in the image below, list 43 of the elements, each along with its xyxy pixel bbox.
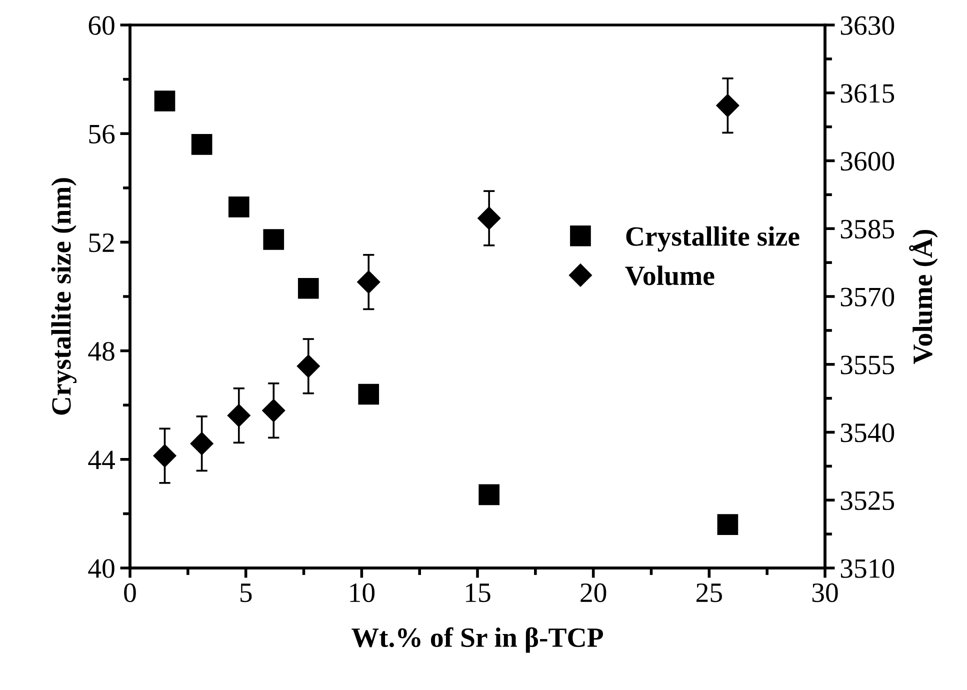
point — [478, 484, 500, 506]
y-tick-label: 52 — [89, 233, 114, 252]
x-tick-label: 0 — [124, 583, 136, 602]
point — [154, 90, 176, 112]
y-tick-label: 44 — [88, 450, 115, 470]
point — [478, 206, 501, 230]
point — [227, 404, 250, 428]
point — [357, 270, 380, 294]
point — [228, 196, 250, 218]
y-tick-label: 56 — [89, 124, 115, 144]
point — [358, 384, 380, 405]
point — [296, 354, 320, 378]
y2-tick-label: 3600 — [840, 152, 894, 171]
y2-tick-label: 3630 — [840, 16, 894, 35]
y-tick-label: 40 — [88, 559, 114, 578]
y2-tick-label: 3540 — [840, 423, 894, 442]
y2-tick-label: 3555 — [840, 356, 894, 374]
point — [153, 444, 176, 468]
y2-axis-title: Volume (Å) — [909, 230, 938, 364]
legend-label: Crystallite size — [626, 226, 800, 252]
x-tick-label: 25 — [696, 583, 722, 602]
y2-tick-label: 3510 — [840, 559, 894, 578]
x-tick-label: 10 — [350, 583, 374, 602]
x-tick-label: 5 — [240, 584, 252, 602]
x-axis-title: Wt.% of Sr in β-TCP — [352, 627, 603, 653]
point — [262, 399, 286, 422]
y2-tick-label: 3525 — [840, 491, 894, 510]
x-tick-label: 30 — [812, 583, 838, 602]
point — [191, 134, 212, 155]
point — [716, 94, 740, 118]
point — [263, 229, 284, 250]
x-tick-label: 20 — [580, 583, 606, 602]
point — [717, 514, 738, 535]
y2-tick-label: 3615 — [840, 84, 894, 103]
y-tick-label: 48 — [88, 342, 114, 361]
legend-label: Volume — [625, 266, 714, 286]
y2-tick-label: 3585 — [840, 220, 894, 239]
y2-tick-label: 3570 — [840, 288, 894, 306]
point — [298, 278, 319, 299]
y-tick-label: 60 — [88, 16, 114, 35]
point — [190, 432, 214, 456]
x-tick-label: 15 — [466, 584, 490, 602]
y-axis-title: Crystallite size (nm) — [51, 178, 77, 415]
